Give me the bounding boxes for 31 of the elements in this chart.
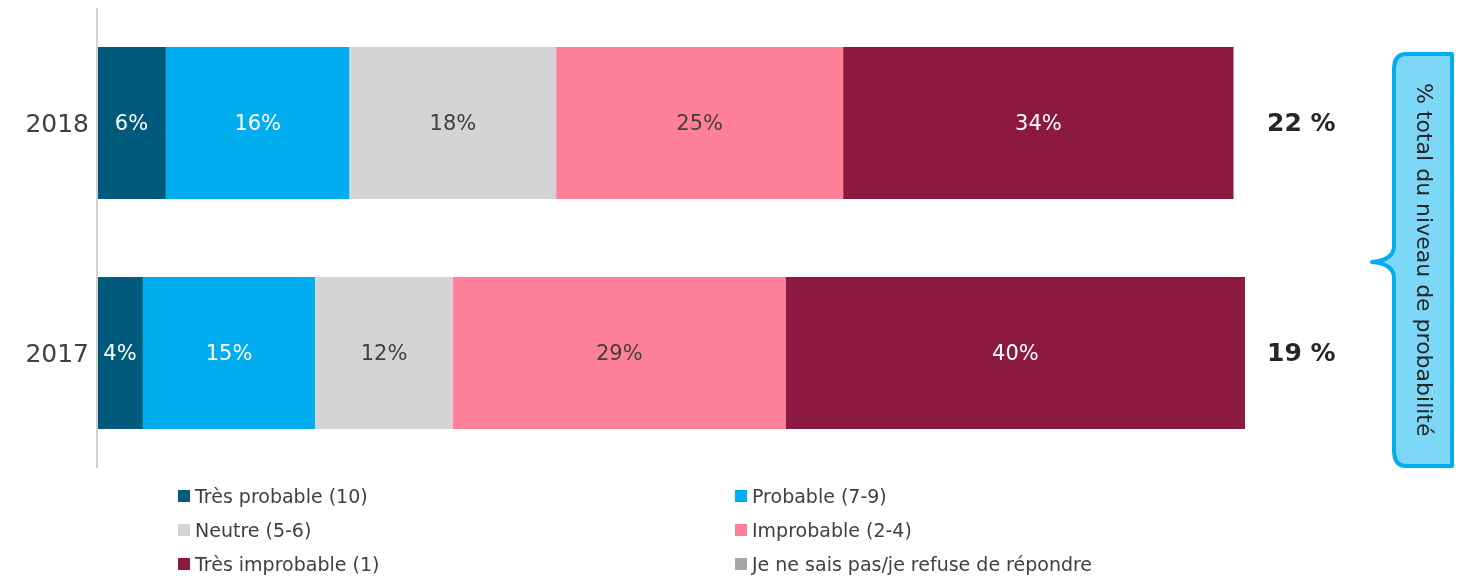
data-label: 15%: [205, 341, 253, 366]
data-label: 40%: [992, 341, 1039, 366]
legend-label: Probable (7-9): [751, 484, 888, 509]
data-label: 6%: [114, 111, 149, 136]
bar: [452, 277, 786, 430]
data-label: 34%: [1015, 111, 1062, 136]
bar: [165, 47, 350, 200]
text: 22 %: [1267, 108, 1336, 138]
legend-label: Très improbable (1): [194, 552, 381, 576]
y-tick-label: 2018: [25, 108, 89, 138]
bar: [315, 277, 453, 430]
legend-label: Je ne sais pas/je refuse de répondre: [750, 552, 1094, 576]
bar: [843, 47, 1234, 200]
bar: [349, 47, 557, 200]
text: 19 %: [1267, 338, 1336, 368]
bar: [785, 277, 1245, 430]
legend-label: Improbable (2-4): [751, 518, 913, 543]
text: % total du niveau de probabilité: [1410, 82, 1438, 439]
data-label: 4%: [103, 341, 137, 366]
bar: [97, 277, 143, 430]
legend-label: Neutre (5-6): [194, 518, 313, 543]
data-label: 16%: [234, 111, 282, 136]
data-label: 25%: [676, 111, 724, 136]
y-tick-label: 2017: [25, 338, 89, 368]
bar: [142, 277, 316, 430]
legend-label: Très probable (10): [194, 484, 369, 509]
data-label: 29%: [596, 341, 643, 366]
data-label: 12%: [360, 341, 408, 366]
data-label: 18%: [429, 111, 477, 136]
bar: [556, 47, 844, 200]
bar: [97, 47, 166, 200]
